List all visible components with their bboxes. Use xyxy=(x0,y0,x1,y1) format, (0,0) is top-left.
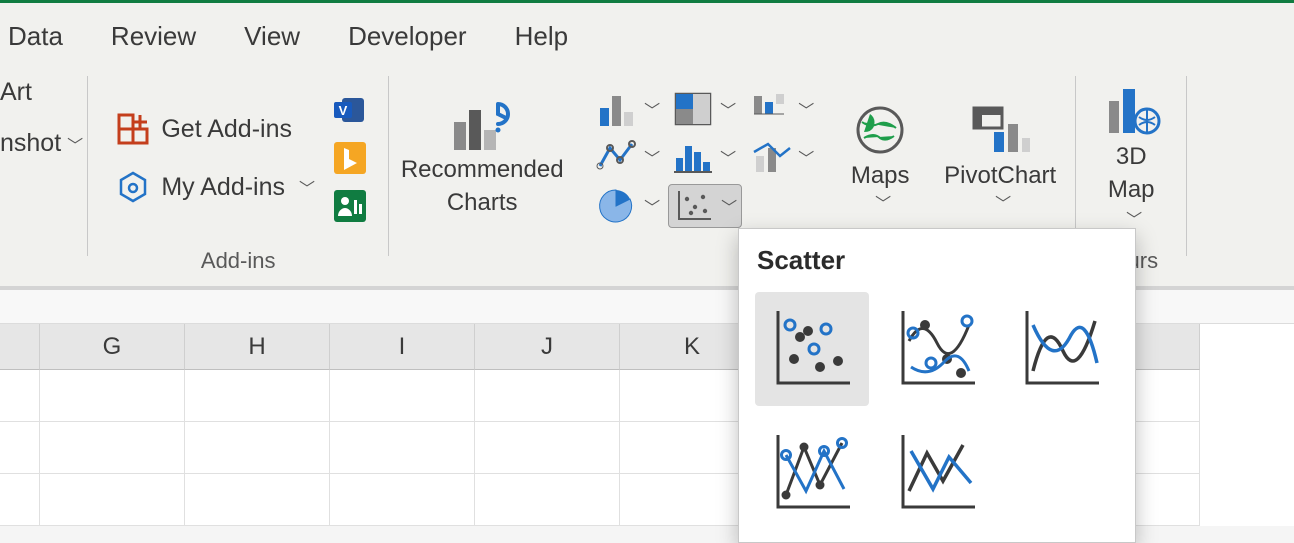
cell[interactable] xyxy=(0,422,40,474)
bing-icon xyxy=(332,140,368,176)
scatter-option-icon xyxy=(1013,301,1109,397)
tab-developer[interactable]: Developer xyxy=(348,21,467,52)
treemap-icon xyxy=(672,90,716,128)
tab-review[interactable]: Review xyxy=(111,21,196,52)
cell[interactable] xyxy=(185,422,330,474)
statistic-chart-button[interactable]: ﹀ xyxy=(668,136,742,178)
cell[interactable] xyxy=(330,370,475,422)
col-J[interactable]: J xyxy=(475,324,620,370)
illustrations-group-fragment: Art nshot﹀ xyxy=(0,70,87,278)
cell[interactable] xyxy=(40,474,185,526)
column-chart-icon xyxy=(596,90,640,128)
cell[interactable] xyxy=(475,474,620,526)
scatter-straight-lines[interactable] xyxy=(880,416,994,530)
hierarchy-chart-button[interactable]: ﹀ xyxy=(668,88,742,130)
combo-chart-button[interactable]: ﹀ xyxy=(746,136,818,178)
my-addins-button[interactable]: My Add-ins ﹀ xyxy=(107,165,321,209)
visio-addin-button[interactable]: V xyxy=(331,91,369,129)
chevron-down-icon: ﹀ xyxy=(995,195,1011,214)
col-H[interactable]: H xyxy=(185,324,330,370)
scatter-markers-only[interactable] xyxy=(755,292,869,406)
scatter-icon xyxy=(673,187,717,225)
pie-chart-button[interactable]: ﹀ xyxy=(592,184,664,228)
scatter-chart-button[interactable]: ﹀ xyxy=(668,184,742,228)
cell[interactable] xyxy=(185,474,330,526)
cell[interactable] xyxy=(330,474,475,526)
line-chart-button[interactable]: ﹀ xyxy=(592,136,664,178)
people-graph-button[interactable] xyxy=(331,187,369,225)
chevron-down-icon: ﹀ xyxy=(875,195,891,214)
cell[interactable] xyxy=(475,370,620,422)
tab-data[interactable]: Data xyxy=(8,21,63,52)
waterfall-chart-button[interactable]: ﹀ xyxy=(746,88,818,130)
charts-group-spacer xyxy=(479,248,485,274)
scatter-option-icon xyxy=(764,301,860,397)
people-graph-icon xyxy=(332,188,368,224)
screenshot-label-fragment[interactable]: nshot﹀ xyxy=(0,129,83,158)
recommended-charts-icon xyxy=(450,98,514,152)
get-addins-icon xyxy=(113,109,153,149)
cell[interactable] xyxy=(40,370,185,422)
maps-button[interactable]: Maps ﹀ xyxy=(843,100,918,216)
recommended-line1: Recommended xyxy=(401,156,564,185)
tab-help[interactable]: Help xyxy=(515,21,568,52)
my-addins-label: My Add-ins xyxy=(161,173,285,202)
scatter-option-icon xyxy=(889,301,985,397)
scatter-option-icon xyxy=(764,425,860,521)
ribbon-tabs: Data Review View Developer Help xyxy=(0,3,1294,70)
get-addins-label: Get Add-ins xyxy=(161,115,292,144)
smartart-label-fragment[interactable]: Art xyxy=(0,78,83,107)
maps-label: Maps xyxy=(851,162,910,191)
cell[interactable] xyxy=(330,422,475,474)
visio-icon: V xyxy=(332,92,368,128)
column-chart-button[interactable]: ﹀ xyxy=(592,88,664,130)
pivotchart-button[interactable]: PivotChart ﹀ xyxy=(936,100,1064,216)
empty-label xyxy=(702,248,708,274)
recommended-line2: Charts xyxy=(447,189,518,218)
3d-map-icon xyxy=(1099,83,1163,139)
pivotchart-label: PivotChart xyxy=(944,162,1056,191)
scatter-straight-lines-markers[interactable] xyxy=(755,416,869,530)
svg-text:V: V xyxy=(339,103,348,118)
cell[interactable] xyxy=(40,422,185,474)
cell[interactable] xyxy=(0,370,40,422)
scatter-option-icon xyxy=(889,425,985,521)
cell[interactable] xyxy=(475,422,620,474)
3d-map-button[interactable]: 3D Map ﹀ xyxy=(1086,81,1176,235)
recommended-charts-group: Recommended Charts xyxy=(389,70,575,278)
scatter-section-title: Scatter xyxy=(739,229,1135,286)
get-addins-button[interactable]: Get Add-ins xyxy=(107,107,321,151)
col-I[interactable]: I xyxy=(330,324,475,370)
line-chart-icon xyxy=(596,138,640,176)
pivotchart-icon xyxy=(968,102,1032,158)
recommended-charts-button[interactable]: Recommended Charts xyxy=(393,96,572,220)
waterfall-icon xyxy=(750,90,794,128)
addins-group-label: Add-ins xyxy=(201,248,276,274)
bing-addin-button[interactable] xyxy=(331,139,369,177)
globe-icon xyxy=(852,102,908,158)
combo-icon xyxy=(750,138,794,176)
scatter-smooth-lines[interactable] xyxy=(1004,292,1118,406)
tab-view[interactable]: View xyxy=(244,21,300,52)
col-frag[interactable] xyxy=(0,324,40,370)
histogram-icon xyxy=(672,138,716,176)
chevron-down-icon: ﹀ xyxy=(299,175,315,199)
col-G[interactable]: G xyxy=(40,324,185,370)
scatter-dropdown: Scatter xyxy=(738,228,1136,543)
scatter-smooth-lines-markers[interactable] xyxy=(880,292,994,406)
cell[interactable] xyxy=(0,474,40,526)
pie-icon xyxy=(596,187,640,225)
addins-group: Get Add-ins My Add-ins ﹀ V xyxy=(88,70,388,278)
cell[interactable] xyxy=(185,370,330,422)
my-addins-icon xyxy=(113,167,153,207)
